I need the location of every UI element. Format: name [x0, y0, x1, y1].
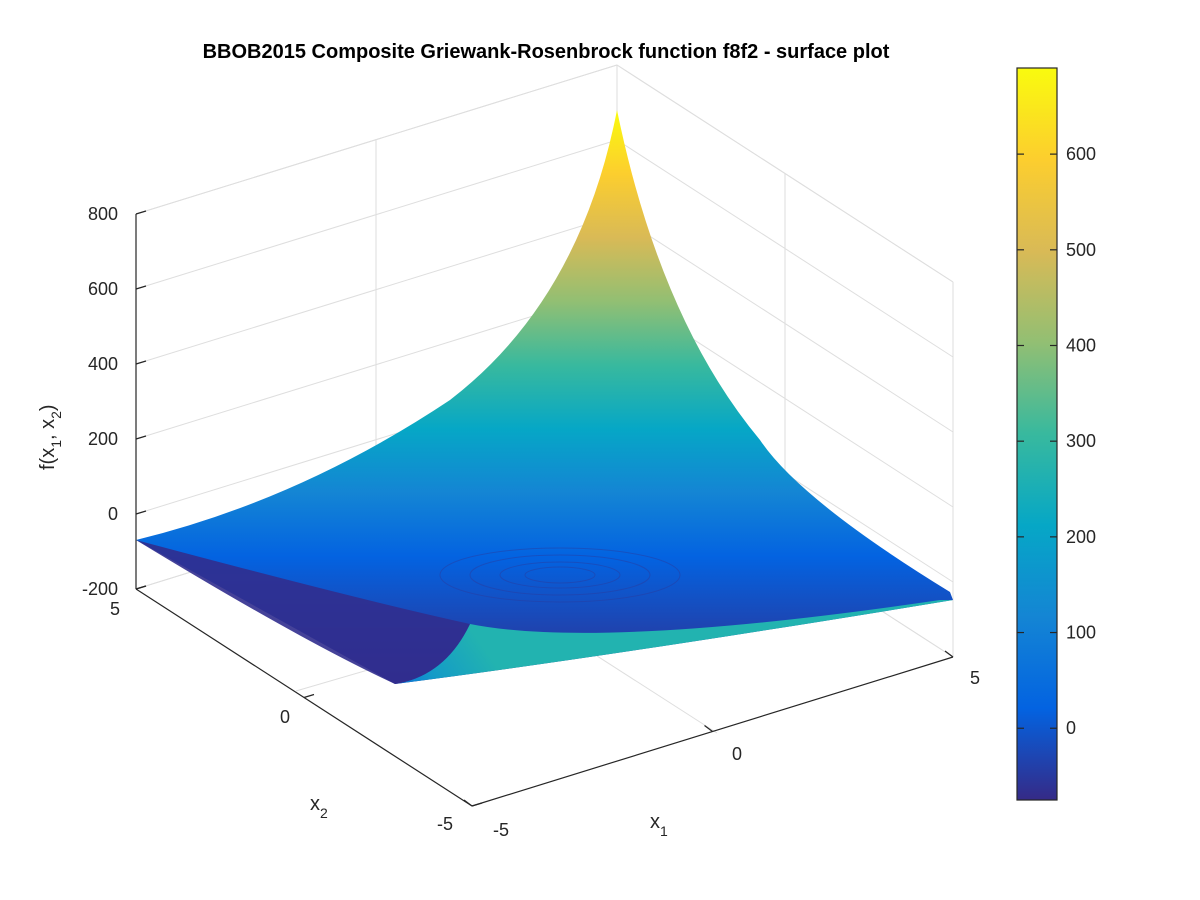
- colorbar: 0 100 200 300 400 500 600: [1016, 67, 1096, 801]
- z-grid-line: [616, 214, 954, 433]
- colorbar-tick-label: 300: [1066, 431, 1096, 451]
- z-tick-mark: [135, 510, 147, 515]
- z-tick-mark: [135, 210, 147, 215]
- surface: [136, 110, 953, 684]
- z-axis-label: f(x1, x2): [37, 404, 64, 470]
- colorbar-tick-label: 0: [1066, 718, 1076, 738]
- colorbar-frame: [1016, 67, 1058, 801]
- z-tick-label: -200: [82, 579, 118, 599]
- z-tick-mark: [135, 435, 147, 440]
- ripple-ring: [469, 554, 651, 596]
- x2-tick-mark: [303, 693, 315, 699]
- surface-main-face: [136, 110, 953, 684]
- colorbar-tick-label: 100: [1066, 623, 1096, 643]
- colorbar-fill: [1017, 68, 1057, 800]
- surface-ripples: [439, 547, 681, 603]
- z-grid-line: [616, 64, 954, 283]
- colorbar-ticks: 0 100 200 300 400 500 600: [1017, 144, 1096, 738]
- z-tick-labels: -200 0 200 400 600 800: [82, 204, 118, 599]
- ripple-ring: [499, 561, 621, 589]
- x1-tick-label: -5: [493, 820, 509, 840]
- chart-title: BBOB2015 Composite Griewank-Rosenbrock f…: [203, 41, 890, 63]
- z-grid-line: [135, 214, 618, 365]
- z-tick-mark: [135, 285, 147, 290]
- z-tick-mark: [135, 360, 147, 365]
- x2-tick-mark: [471, 802, 483, 807]
- x2-tick-label: 0: [280, 707, 290, 727]
- ripple-ring: [524, 566, 596, 584]
- colorbar-tick-label: 400: [1066, 335, 1096, 355]
- surface-front-fold: [136, 540, 470, 684]
- colorbar-tick-label: 600: [1066, 144, 1096, 164]
- z-tick-label: 200: [88, 429, 118, 449]
- z-grid-line: [616, 139, 954, 358]
- z-tick-label: 600: [88, 279, 118, 299]
- colorbar-tick-label: 500: [1066, 240, 1096, 260]
- surface-valley-edge: [395, 600, 953, 684]
- z-tick-label: 400: [88, 354, 118, 374]
- x1-tick-mark: [704, 725, 713, 732]
- x1-axis-label: x1: [650, 811, 668, 839]
- z-tick-label: 0: [108, 504, 118, 524]
- x1-tick-label: 0: [732, 744, 742, 764]
- x2-tick-label: 5: [110, 599, 120, 619]
- ripple-ring: [439, 547, 681, 603]
- x1-tick-mark: [463, 799, 473, 807]
- z-grid-line: [135, 139, 618, 290]
- x2-axis-label: x2: [310, 793, 328, 821]
- tick-marks: [135, 210, 954, 807]
- x2-tick-label: -5: [437, 814, 453, 834]
- x2-tick-mark: [135, 585, 147, 590]
- x1-tick-label: 5: [970, 668, 980, 688]
- colorbar-tick-label: 200: [1066, 527, 1096, 547]
- x1-tick-mark: [944, 650, 954, 658]
- z-tick-label: 800: [88, 204, 118, 224]
- z-grid-line: [135, 64, 618, 215]
